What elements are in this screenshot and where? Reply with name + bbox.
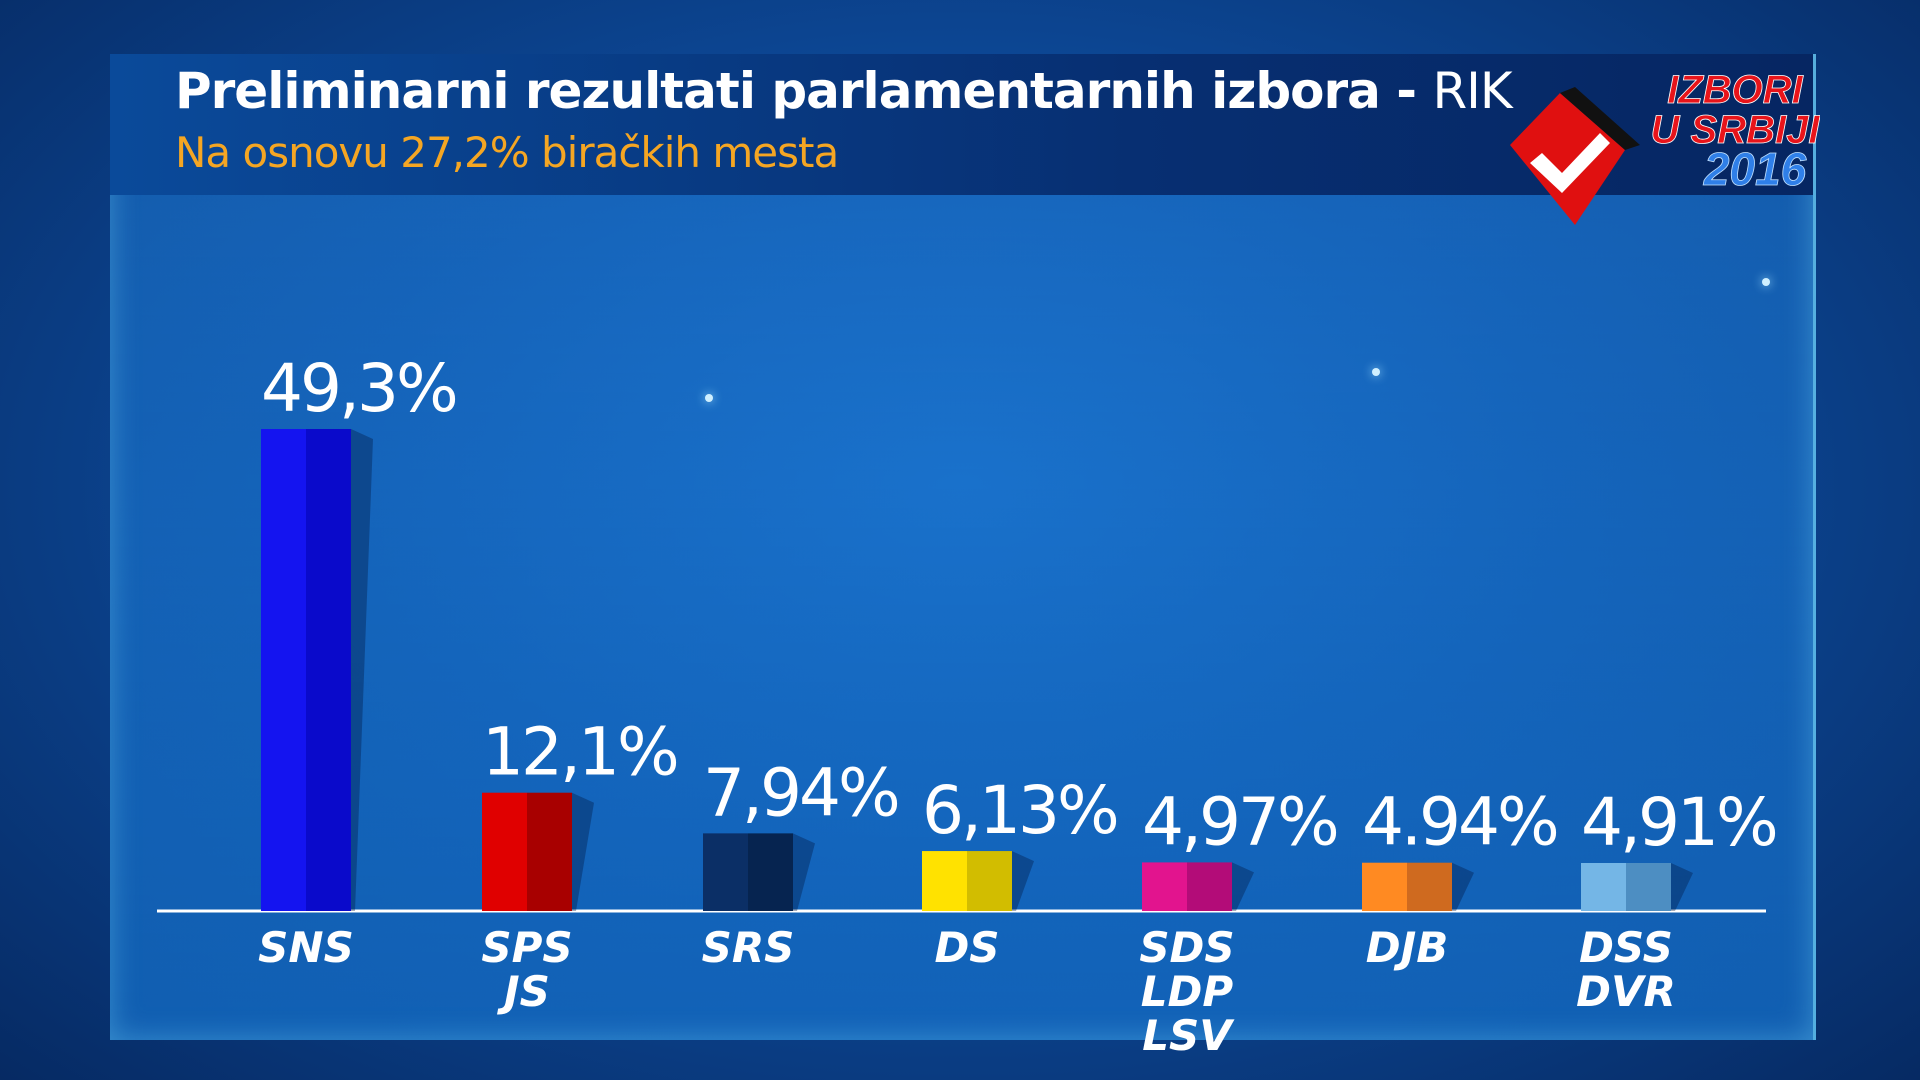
bar-shadow xyxy=(793,833,815,911)
logo-line1: IZBORI xyxy=(1667,68,1803,112)
logo-line2: U SRBIJI xyxy=(1651,108,1820,152)
bar-shade xyxy=(1187,862,1232,911)
bar-shade xyxy=(527,792,572,911)
data-label: 12,1% xyxy=(482,714,677,791)
chart-title: Preliminarni rezultati parlamentarnih iz… xyxy=(175,62,1513,120)
category-label: DS xyxy=(934,923,999,972)
category-label: LDP xyxy=(1141,967,1234,1016)
category-label: DSS xyxy=(1579,923,1673,972)
data-label: 7,94% xyxy=(703,754,898,831)
category-label: SRS xyxy=(702,923,795,972)
bar-group-srs: 7,94% SRS xyxy=(702,754,901,972)
category-label: SNS xyxy=(258,923,354,972)
light-dot xyxy=(1762,278,1770,286)
category-label: LSV xyxy=(1142,1011,1235,1060)
data-label: 49,3% xyxy=(261,350,456,427)
checkmark-ballot-icon xyxy=(1510,87,1640,225)
data-label: 4,91% xyxy=(1581,784,1776,861)
title-text: Preliminarni rezultati parlamentarnih iz… xyxy=(175,62,1417,120)
bar-group-ds: 6,13% DS xyxy=(922,772,1120,972)
bar-shadow xyxy=(1452,862,1474,911)
category-label: SDS xyxy=(1139,923,1234,972)
bar xyxy=(922,851,967,911)
bar-shade xyxy=(1626,862,1671,911)
bar xyxy=(1362,862,1407,911)
chart-subtitle: Na osnovu 27,2% biračkih mesta xyxy=(175,128,839,177)
category-label: SPS xyxy=(481,923,572,972)
logo-year: 2016 xyxy=(1703,143,1807,195)
header-band xyxy=(110,54,1813,195)
bar-shade xyxy=(967,851,1012,911)
bar-shade xyxy=(306,429,351,911)
bar-shadow xyxy=(1012,851,1034,911)
title-source: RIK xyxy=(1432,62,1512,120)
bar xyxy=(482,792,527,911)
light-dot xyxy=(1372,368,1380,376)
bar-shadow xyxy=(1671,862,1693,911)
category-label: JS xyxy=(497,967,550,1016)
bar-shade xyxy=(1407,862,1452,911)
bar xyxy=(703,833,748,911)
bar-group-sns: 49,3% SNS xyxy=(258,350,459,972)
bar xyxy=(1142,862,1187,911)
category-label: DVR xyxy=(1576,967,1676,1016)
bar-shadow xyxy=(1232,862,1254,911)
election-logo: IZBORI U SRBIJI 2016 xyxy=(1510,68,1820,225)
light-dot xyxy=(705,394,713,402)
data-label: 4,97% xyxy=(1142,783,1337,860)
bar xyxy=(261,429,306,911)
bar-shade xyxy=(748,833,793,911)
data-label: 6,13% xyxy=(922,772,1117,849)
bar-shadow xyxy=(351,429,373,911)
bar-group-djb: 4.94% DJB xyxy=(1362,784,1560,972)
bar-shadow xyxy=(572,792,594,911)
bar xyxy=(1581,862,1626,911)
category-label: DJB xyxy=(1366,923,1449,972)
data-label: 4.94% xyxy=(1362,784,1557,861)
